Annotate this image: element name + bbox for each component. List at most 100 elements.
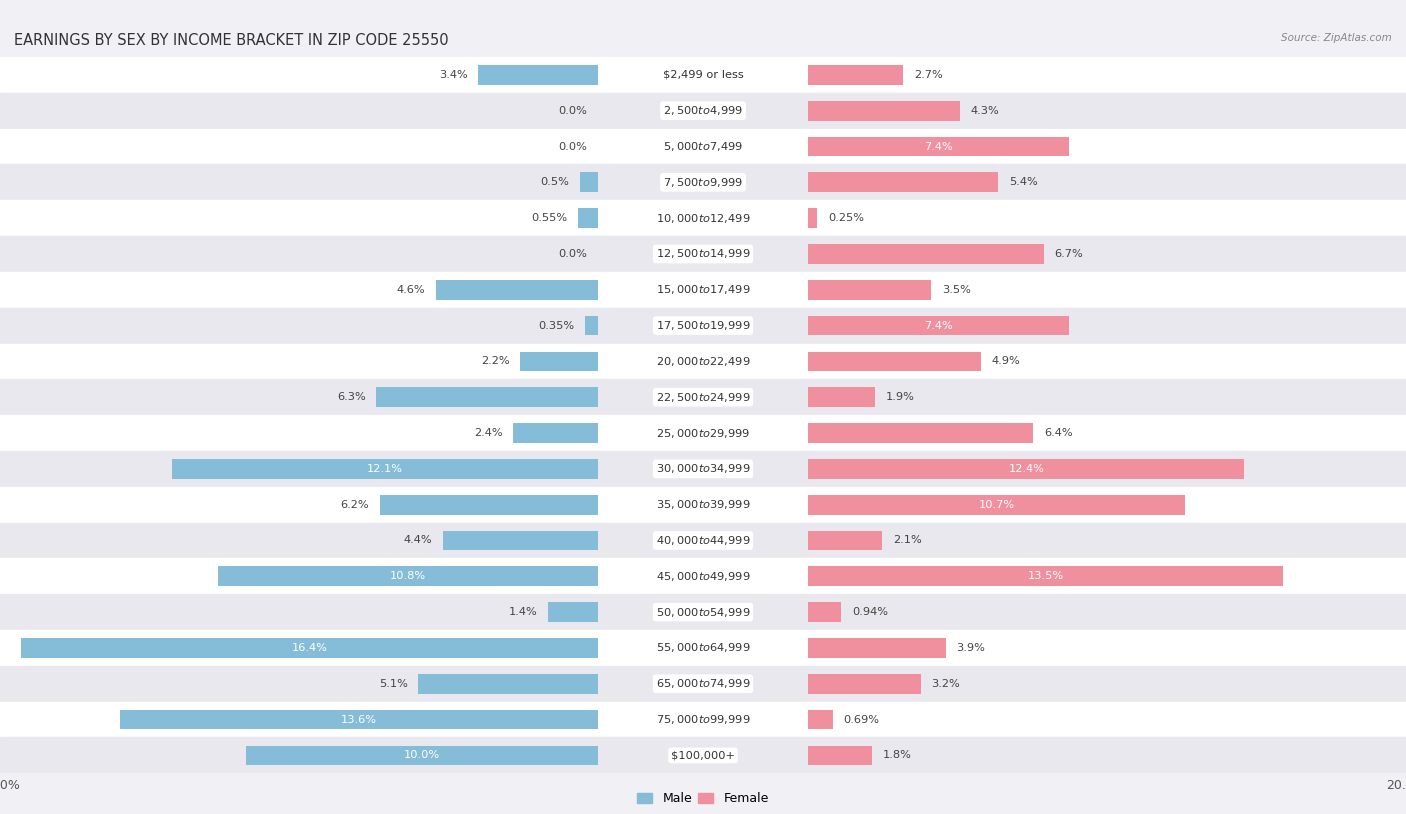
- Bar: [0, 344, 1406, 379]
- Bar: [0, 415, 1406, 451]
- Text: 10.0%: 10.0%: [404, 751, 440, 760]
- Text: $20,000 to $22,499: $20,000 to $22,499: [655, 355, 751, 368]
- Text: 2.4%: 2.4%: [474, 428, 503, 438]
- Text: $35,000 to $39,999: $35,000 to $39,999: [655, 498, 751, 511]
- Text: 6.4%: 6.4%: [1043, 428, 1073, 438]
- Bar: [0, 93, 1406, 129]
- Bar: [808, 423, 1033, 443]
- Text: 0.0%: 0.0%: [558, 106, 588, 116]
- Text: 4.9%: 4.9%: [991, 357, 1019, 366]
- Bar: [808, 244, 1043, 264]
- Bar: [218, 567, 598, 586]
- Bar: [513, 423, 598, 443]
- Text: 0.69%: 0.69%: [844, 715, 879, 724]
- Bar: [0, 594, 1406, 630]
- Bar: [808, 710, 832, 729]
- Bar: [579, 173, 598, 192]
- Bar: [808, 638, 946, 658]
- Text: $15,000 to $17,499: $15,000 to $17,499: [655, 283, 751, 296]
- Text: 1.9%: 1.9%: [886, 392, 915, 402]
- Bar: [808, 65, 904, 85]
- Bar: [419, 674, 598, 694]
- Bar: [808, 495, 1185, 514]
- Text: 3.2%: 3.2%: [932, 679, 960, 689]
- Bar: [0, 630, 1406, 666]
- Bar: [808, 173, 998, 192]
- Text: 3.4%: 3.4%: [439, 70, 467, 80]
- Text: $100,000+: $100,000+: [671, 751, 735, 760]
- Text: 6.2%: 6.2%: [340, 500, 368, 510]
- Bar: [808, 208, 817, 228]
- Text: 0.0%: 0.0%: [558, 142, 588, 151]
- Text: 0.35%: 0.35%: [538, 321, 575, 330]
- Text: 6.7%: 6.7%: [1054, 249, 1083, 259]
- Bar: [0, 57, 1406, 93]
- Bar: [0, 164, 1406, 200]
- Bar: [0, 451, 1406, 487]
- Text: $55,000 to $64,999: $55,000 to $64,999: [655, 641, 751, 654]
- Text: 1.4%: 1.4%: [509, 607, 537, 617]
- Bar: [0, 272, 1406, 308]
- Text: $50,000 to $54,999: $50,000 to $54,999: [655, 606, 751, 619]
- Bar: [585, 316, 598, 335]
- Legend: Male, Female: Male, Female: [633, 787, 773, 810]
- Bar: [0, 487, 1406, 523]
- Text: 2.7%: 2.7%: [914, 70, 942, 80]
- Text: 2.2%: 2.2%: [481, 357, 510, 366]
- Bar: [808, 101, 960, 120]
- Bar: [21, 638, 598, 658]
- Text: $22,500 to $24,999: $22,500 to $24,999: [655, 391, 751, 404]
- Text: EARNINGS BY SEX BY INCOME BRACKET IN ZIP CODE 25550: EARNINGS BY SEX BY INCOME BRACKET IN ZIP…: [14, 33, 449, 47]
- Text: $40,000 to $44,999: $40,000 to $44,999: [655, 534, 751, 547]
- Text: 12.4%: 12.4%: [1008, 464, 1045, 474]
- Bar: [0, 523, 1406, 558]
- Bar: [0, 129, 1406, 164]
- Text: 13.6%: 13.6%: [340, 715, 377, 724]
- Bar: [375, 387, 598, 407]
- Text: 4.3%: 4.3%: [970, 106, 998, 116]
- Text: 0.25%: 0.25%: [828, 213, 863, 223]
- Bar: [0, 236, 1406, 272]
- Bar: [520, 352, 598, 371]
- Bar: [172, 459, 598, 479]
- Bar: [0, 200, 1406, 236]
- Text: 4.4%: 4.4%: [404, 536, 433, 545]
- Bar: [808, 352, 981, 371]
- Text: 12.1%: 12.1%: [367, 464, 404, 474]
- Bar: [478, 65, 598, 85]
- Bar: [0, 666, 1406, 702]
- Bar: [808, 316, 1069, 335]
- Text: 3.9%: 3.9%: [956, 643, 986, 653]
- Text: 5.4%: 5.4%: [1010, 177, 1038, 187]
- Bar: [0, 558, 1406, 594]
- Text: 7.4%: 7.4%: [924, 321, 953, 330]
- Bar: [0, 737, 1406, 773]
- Text: $45,000 to $49,999: $45,000 to $49,999: [655, 570, 751, 583]
- Text: $10,000 to $12,499: $10,000 to $12,499: [655, 212, 751, 225]
- Bar: [548, 602, 598, 622]
- Text: 10.7%: 10.7%: [979, 500, 1015, 510]
- Bar: [808, 746, 872, 765]
- Text: Source: ZipAtlas.com: Source: ZipAtlas.com: [1281, 33, 1392, 42]
- Bar: [808, 674, 921, 694]
- Bar: [0, 702, 1406, 737]
- Bar: [808, 459, 1244, 479]
- Text: $2,500 to $4,999: $2,500 to $4,999: [664, 104, 742, 117]
- Text: 1.8%: 1.8%: [883, 751, 911, 760]
- Bar: [808, 531, 883, 550]
- Text: 0.5%: 0.5%: [540, 177, 569, 187]
- Text: 6.3%: 6.3%: [337, 392, 366, 402]
- Bar: [246, 746, 598, 765]
- Bar: [808, 280, 932, 300]
- Text: $5,000 to $7,499: $5,000 to $7,499: [664, 140, 742, 153]
- Bar: [443, 531, 598, 550]
- Text: 0.0%: 0.0%: [558, 249, 588, 259]
- Text: 0.55%: 0.55%: [531, 213, 568, 223]
- Text: 5.1%: 5.1%: [378, 679, 408, 689]
- Bar: [0, 379, 1406, 415]
- Bar: [808, 602, 841, 622]
- Text: $7,500 to $9,999: $7,500 to $9,999: [664, 176, 742, 189]
- Bar: [380, 495, 598, 514]
- Text: $30,000 to $34,999: $30,000 to $34,999: [655, 462, 751, 475]
- Text: 16.4%: 16.4%: [291, 643, 328, 653]
